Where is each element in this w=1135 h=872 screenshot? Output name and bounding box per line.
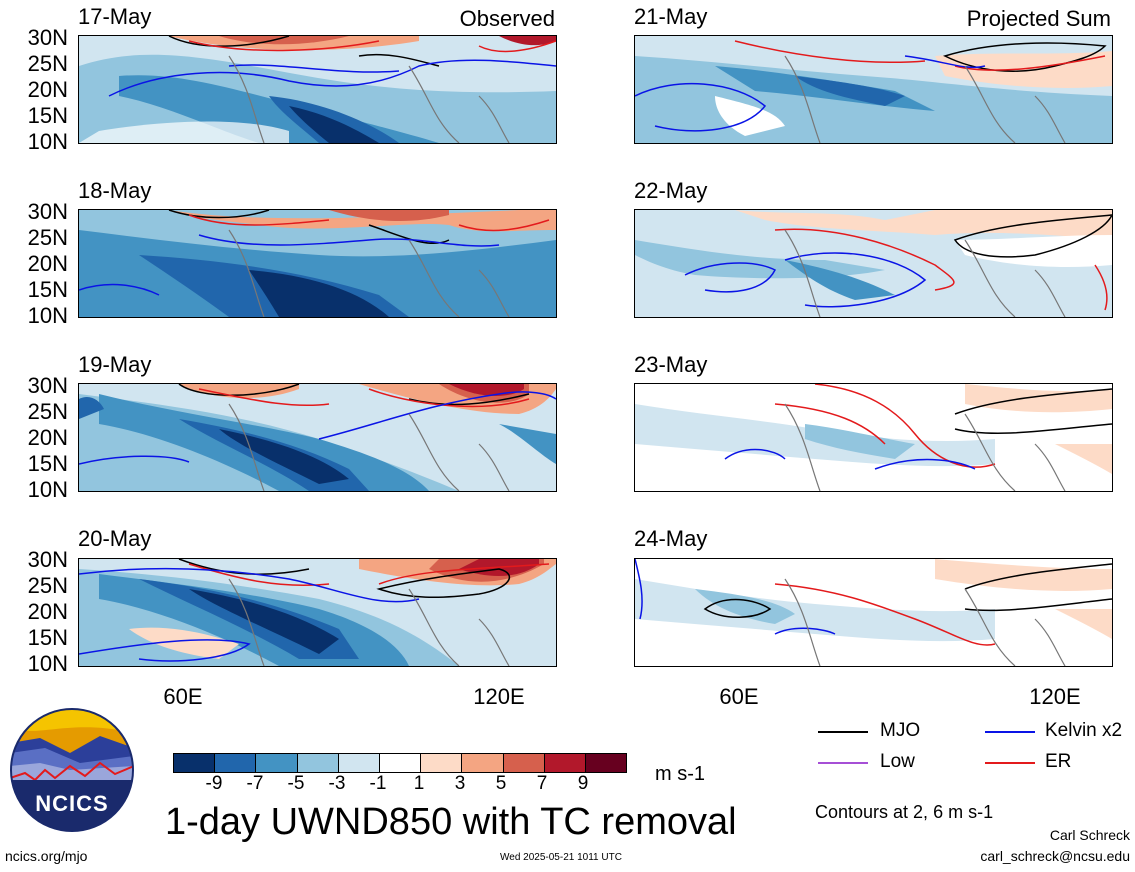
- logo-icon: [10, 708, 134, 832]
- lat-label: 25N: [27, 225, 68, 250]
- panel-type-label: Observed: [459, 6, 555, 31]
- legend-line-er: [985, 762, 1035, 764]
- footer-timestamp: Wed 2025-05-21 1011 UTC: [500, 852, 622, 863]
- colorbar-label: -7: [246, 773, 264, 794]
- wind-field: [635, 559, 1112, 666]
- wind-field: [79, 210, 556, 317]
- lon-label: 60E: [719, 684, 759, 709]
- lon-label: 120E: [473, 684, 525, 709]
- map-21-may: [634, 35, 1113, 144]
- colorbar-label: 9: [577, 773, 589, 794]
- footer-author: Carl Schreck: [1049, 827, 1130, 843]
- colorbar-swatch: [174, 754, 216, 772]
- colorbar-swatch: [421, 754, 463, 772]
- panel-type-label: Projected Sum: [966, 6, 1111, 31]
- legend-line-mjo: [818, 731, 868, 733]
- wind-field: [79, 36, 556, 143]
- legend-line-kelvin: [985, 731, 1035, 733]
- colorbar-swatches: [173, 753, 627, 773]
- colorbar-swatch: [256, 754, 298, 772]
- map-19-may: [78, 383, 557, 492]
- lat-label: 25N: [27, 573, 68, 598]
- lat-label: 30N: [27, 547, 68, 572]
- map-24-may: [634, 558, 1113, 667]
- panel-date: 19-May: [78, 352, 152, 377]
- map-22-may: [634, 209, 1113, 318]
- panel-date: 22-May: [634, 178, 708, 203]
- wind-field: [79, 559, 556, 666]
- lat-label: 10N: [27, 303, 68, 328]
- map-23-may: [634, 383, 1113, 492]
- lon-label: 60E: [163, 684, 203, 709]
- figure-title: 1-day UWND850 with TC removal: [165, 801, 737, 843]
- map-17-may: [78, 35, 557, 144]
- colorbar-swatch: [462, 754, 504, 772]
- colorbar-label: -9: [205, 773, 223, 794]
- colorbar-swatch: [379, 754, 422, 772]
- map-18-may: [78, 209, 557, 318]
- lat-label: 30N: [27, 199, 68, 224]
- ncics-logo: NCICS: [10, 708, 134, 832]
- legend-label-mjo: MJO: [880, 720, 921, 741]
- colorbar-label: 5: [495, 773, 507, 794]
- legend-label-low: Low: [880, 751, 915, 772]
- colorbar-label: 3: [454, 773, 466, 794]
- panel-date: 18-May: [78, 178, 152, 203]
- footer-url: ncics.org/mjo: [5, 848, 88, 864]
- lon-label: 120E: [1029, 684, 1081, 709]
- colorbar-swatch: [338, 754, 380, 772]
- wind-field: [635, 36, 1112, 143]
- colorbar-swatch: [585, 754, 627, 772]
- footer-email: carl_schreck@ncsu.edu: [980, 848, 1130, 864]
- lat-label: 25N: [27, 51, 68, 76]
- lat-label: 25N: [27, 399, 68, 424]
- lat-label: 10N: [27, 129, 68, 154]
- logo-text: NCICS: [35, 791, 109, 816]
- colorbar-swatch: [503, 754, 545, 772]
- colorbar-label: -5: [287, 773, 305, 794]
- wind-field: [635, 384, 1112, 491]
- lat-label: 10N: [27, 477, 68, 502]
- colorbar-label: 1: [413, 773, 425, 794]
- lat-label: 20N: [27, 599, 68, 624]
- panel-date: 24-May: [634, 526, 708, 551]
- lat-label: 15N: [27, 451, 68, 476]
- lat-label: 30N: [27, 25, 68, 50]
- wind-field: [635, 210, 1112, 317]
- lat-label: 20N: [27, 251, 68, 276]
- lat-label: 15N: [27, 625, 68, 650]
- panel-date: 17-May: [78, 4, 152, 29]
- colorbar-label: -1: [369, 773, 387, 794]
- legend-label-kelvin: Kelvin x2: [1045, 720, 1123, 741]
- wind-field: [79, 384, 556, 491]
- colorbar-label: -3: [328, 773, 346, 794]
- colorbar-swatch: [297, 754, 339, 772]
- lat-label: 15N: [27, 103, 68, 128]
- lat-label: 30N: [27, 373, 68, 398]
- colorbar-swatch: [215, 754, 257, 772]
- legend-line-low: [818, 762, 868, 764]
- panel-date: 23-May: [634, 352, 708, 377]
- lat-label: 10N: [27, 651, 68, 676]
- lat-label: 15N: [27, 277, 68, 302]
- colorbar-units: m s-1: [655, 763, 705, 785]
- lat-label: 20N: [27, 425, 68, 450]
- colorbar-swatch: [544, 754, 586, 772]
- panel-date: 20-May: [78, 526, 152, 551]
- panel-date: 21-May: [634, 4, 708, 29]
- colorbar-label: 7: [536, 773, 548, 794]
- map-20-may: [78, 558, 557, 667]
- lat-label: 20N: [27, 77, 68, 102]
- legend-label-er: ER: [1045, 751, 1072, 772]
- legend-contours-note: Contours at 2, 6 m s-1: [815, 802, 994, 822]
